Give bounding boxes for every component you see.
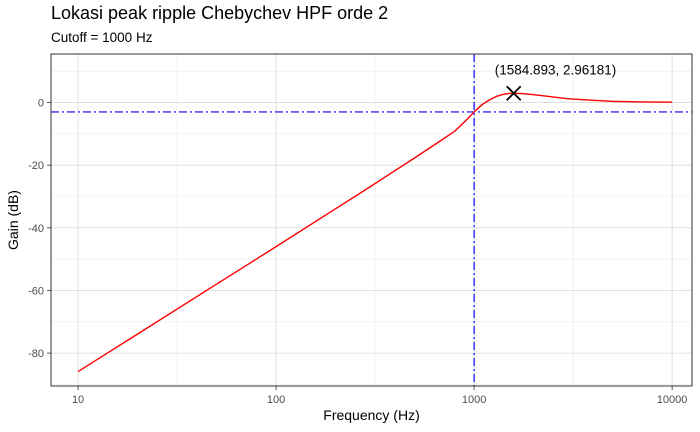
- y-axis: 0 -20 -40 -60 -80: [28, 98, 51, 360]
- x-tick-label: 100: [267, 394, 285, 406]
- y-tick-label: 0: [38, 98, 44, 110]
- chart-subtitle: Cutoff = 1000 Hz: [51, 30, 153, 45]
- plot-panel: [51, 54, 692, 386]
- x-tick-label: 1000: [462, 394, 486, 406]
- y-axis-title: Gain (dB): [5, 190, 21, 250]
- peak-marker-layer: (1584.893, 2.96181): [495, 62, 617, 101]
- gain-response-line: [77, 92, 673, 373]
- y-tick-label: -60: [28, 285, 44, 297]
- x-axis-title: Frequency (Hz): [323, 407, 419, 423]
- peak-annotation-label: (1584.893, 2.96181): [495, 62, 617, 77]
- minor-gridlines: [51, 54, 692, 386]
- plot-border: [50, 53, 693, 387]
- major-gridlines: [51, 54, 692, 386]
- x-tick-label: 10000: [657, 394, 688, 406]
- y-tick-label: -20: [28, 160, 44, 172]
- x-tick-label: 10: [72, 394, 84, 406]
- reference-lines: [51, 54, 692, 386]
- chart-title: Lokasi peak ripple Chebychev HPF orde 2: [51, 3, 389, 23]
- y-tick-label: -80: [28, 348, 44, 360]
- y-tick-label: -40: [28, 223, 44, 235]
- x-axis: 10 100 1000 10000: [72, 386, 687, 406]
- peak-marker-stroke-b: [506, 85, 522, 101]
- series-layer: [77, 92, 673, 373]
